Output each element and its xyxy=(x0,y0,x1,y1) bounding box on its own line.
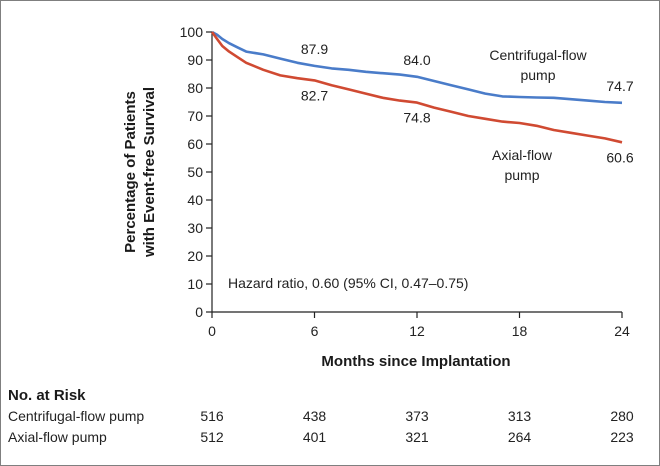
y-axis-title: Percentage of Patients with Event-free S… xyxy=(122,87,158,258)
y-tick-label: 50 xyxy=(187,164,203,180)
y-tick-label: 10 xyxy=(187,276,203,292)
data-label: 87.9 xyxy=(301,41,328,57)
risk-row-label-axial: Axial-flow pump xyxy=(8,429,107,445)
data-labels: 87.9 84.0 74.7 82.7 74.8 60.6 xyxy=(301,41,634,165)
risk-value: 264 xyxy=(508,429,532,445)
risk-value: 512 xyxy=(200,429,224,445)
hazard-ratio-annotation: Hazard ratio, 0.60 (95% CI, 0.47–0.75) xyxy=(228,275,468,291)
y-tick-label: 70 xyxy=(187,108,203,124)
data-label: 84.0 xyxy=(403,52,430,68)
series-line-axial xyxy=(210,31,623,144)
x-tick-label: 6 xyxy=(311,323,319,339)
y-tick-label: 80 xyxy=(187,80,203,96)
y-tick-label: 30 xyxy=(187,220,203,236)
risk-value: 280 xyxy=(610,408,634,424)
y-tick-label: 100 xyxy=(180,24,204,40)
risk-value: 223 xyxy=(610,429,634,445)
x-tick-label: 0 xyxy=(208,323,216,339)
data-label: 82.7 xyxy=(301,87,328,103)
y-axis-title-line-1: Percentage of Patients xyxy=(122,91,139,253)
risk-row-label-centrifugal: Centrifugal-flow pump xyxy=(8,408,144,424)
x-axis-title: Months since Implantation xyxy=(321,353,510,370)
y-tick-label: 60 xyxy=(187,136,203,152)
legend-centrifugal-line-2: pump xyxy=(520,67,555,83)
data-label: 74.8 xyxy=(403,110,430,126)
risk-value: 373 xyxy=(405,408,429,424)
legend-axial-line-1: Axial-flow xyxy=(492,147,553,163)
series-line-centrifugal xyxy=(211,30,623,105)
x-tick-label: 24 xyxy=(614,323,630,339)
y-tick-label: 20 xyxy=(187,248,203,264)
legend-centrifugal-line-1: Centrifugal-flow xyxy=(489,47,587,63)
y-tick-label: 40 xyxy=(187,192,203,208)
legend-axial-line-2: pump xyxy=(504,167,539,183)
y-tick-label: 0 xyxy=(195,304,203,320)
x-tick-label: 18 xyxy=(512,323,528,339)
x-tick-label: 12 xyxy=(409,323,425,339)
risk-value: 516 xyxy=(200,408,224,424)
y-axis-title-line-2: with Event-free Survival xyxy=(141,87,158,258)
y-tick-label: 90 xyxy=(187,52,203,68)
axis-ticks: 0 10 20 30 40 50 60 70 80 90 100 0 6 12 18 24 xyxy=(180,24,630,339)
risk-table-title: No. at Risk xyxy=(8,387,86,404)
risk-value: 321 xyxy=(405,429,429,445)
series-lines xyxy=(210,30,623,144)
risk-value: 313 xyxy=(508,408,532,424)
risk-value: 401 xyxy=(303,429,327,445)
risk-value: 438 xyxy=(303,408,327,424)
data-label: 60.6 xyxy=(606,149,633,165)
data-label: 74.7 xyxy=(606,78,633,94)
risk-table-values: 516 438 373 313 280 512 401 321 264 223 xyxy=(200,408,634,445)
